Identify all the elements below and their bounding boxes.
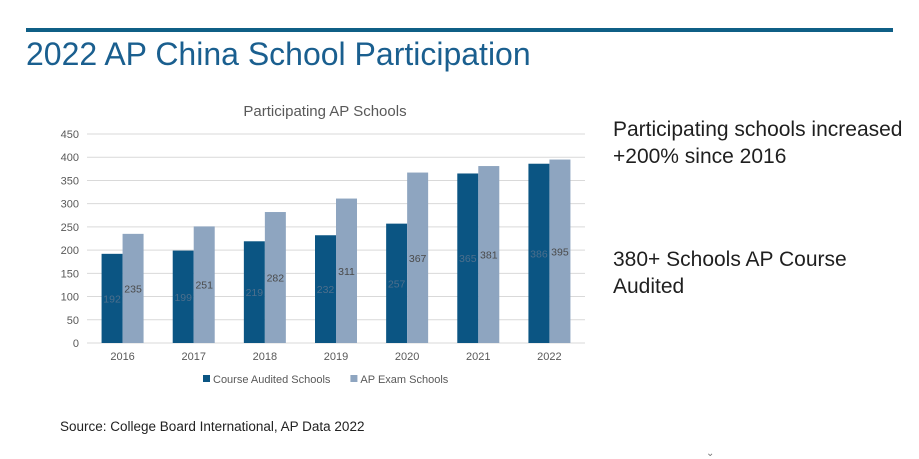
bar-course-audited — [172, 250, 194, 343]
data-label: 251 — [195, 280, 213, 292]
y-tick-label: 350 — [61, 175, 79, 187]
y-tick-label: 300 — [61, 199, 79, 211]
y-tick-label: 400 — [61, 152, 79, 164]
legend-entry: AP Exam Schools — [360, 374, 448, 386]
x-tick-label: 2019 — [324, 351, 348, 363]
chart-title: Participating AP Schools — [243, 103, 406, 120]
data-label: 367 — [409, 253, 427, 265]
data-label: 365 — [459, 253, 477, 265]
data-label: 386 — [530, 248, 548, 260]
legend-swatch — [350, 375, 358, 382]
data-label: 192 — [103, 293, 121, 305]
bar-ap-exam — [193, 226, 215, 343]
slide-title: 2022 AP China School Participation — [26, 36, 531, 72]
x-axis-ticks: 2016 2017 2018 2019 2020 2021 2022 — [110, 351, 561, 363]
x-tick-label: 2022 — [537, 351, 561, 363]
data-label: 311 — [338, 266, 355, 278]
source-note: Source: College Board International, AP … — [60, 419, 365, 434]
bar-ap-exam — [549, 159, 571, 343]
x-tick-label: 2018 — [253, 351, 277, 363]
data-label: 381 — [480, 250, 498, 262]
bar-ap-exam — [478, 166, 500, 343]
y-tick-label: 450 — [61, 129, 79, 141]
bar-ap-exam — [264, 212, 286, 343]
y-tick-label: 150 — [61, 268, 79, 280]
chart-legend: Course Audited Schools AP Exam Schools — [203, 374, 449, 386]
bar-ap-exam — [122, 233, 144, 343]
top-rule — [26, 28, 893, 32]
data-label: 219 — [246, 287, 264, 299]
bar-ap-exam — [336, 198, 357, 343]
y-tick-label: 100 — [61, 292, 79, 304]
x-tick-label: 2016 — [110, 351, 134, 363]
bar-ap-exam — [407, 172, 429, 343]
data-label: 199 — [174, 292, 192, 304]
x-tick-label: 2020 — [395, 351, 419, 363]
y-tick-label: 200 — [61, 245, 79, 257]
data-label: 257 — [388, 278, 406, 290]
bar-course-audited — [457, 173, 479, 343]
bar-course-audited — [315, 235, 336, 343]
corner-mark: ⌄ — [706, 448, 715, 459]
side-text-growth: Participating schools increased +200% si… — [613, 118, 903, 168]
y-tick-label: 50 — [67, 315, 79, 327]
bar-course-audited — [528, 163, 550, 343]
data-label: 395 — [551, 246, 569, 258]
legend-entry: Course Audited Schools — [213, 374, 331, 386]
side-text-audited: 380+ Schools AP Course Audited — [613, 248, 847, 298]
y-axis-ticks: 0 50 100 150 200 250 300 350 400 450 — [61, 129, 79, 350]
data-label: 235 — [124, 283, 142, 295]
bar-course-audited — [101, 253, 123, 343]
y-tick-label: 250 — [61, 222, 79, 234]
y-tick-label: 0 — [73, 338, 79, 350]
data-label: 282 — [267, 273, 285, 285]
data-label: 232 — [317, 284, 335, 296]
x-tick-label: 2021 — [466, 351, 490, 363]
bar-course-audited — [386, 223, 408, 343]
x-tick-label: 2017 — [181, 351, 205, 363]
legend-swatch — [203, 375, 210, 382]
bar-course-audited — [243, 241, 265, 343]
